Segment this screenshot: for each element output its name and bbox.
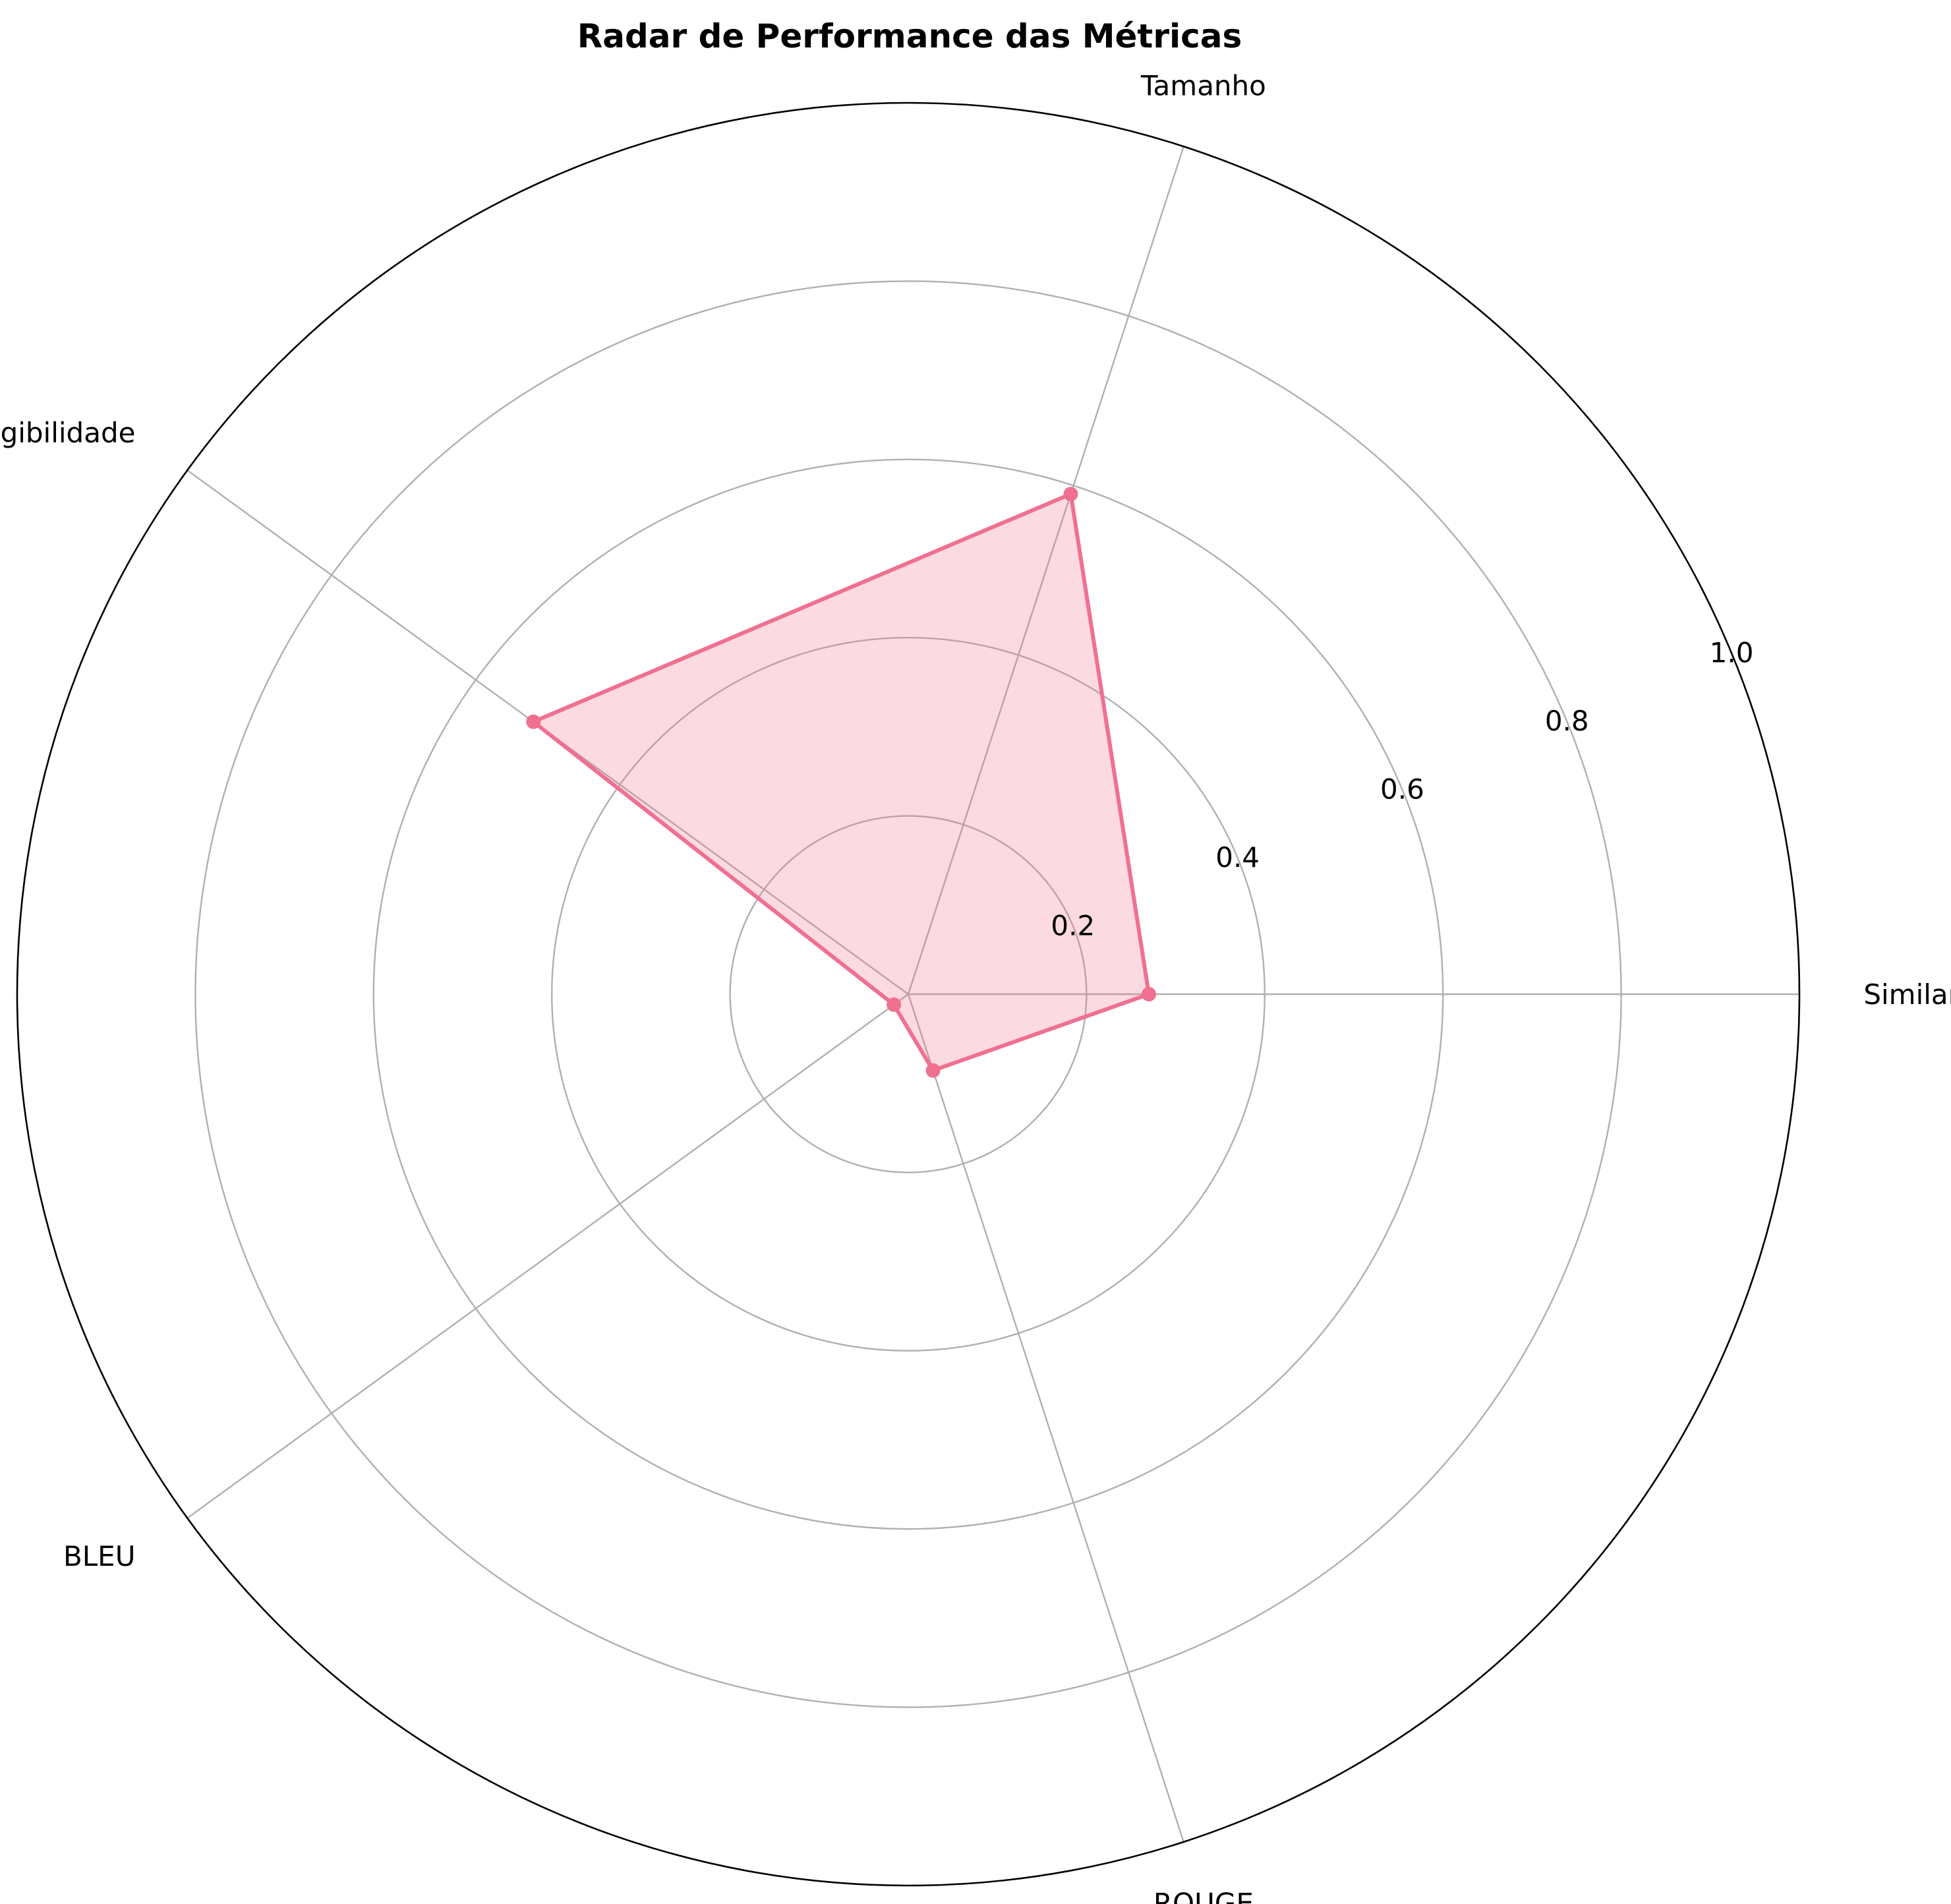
chart-title: Radar de Performance das Métricas — [577, 17, 1242, 55]
axis-label-layer: Similaridade Tamanho Legibilidade BLEU ROUGE — [0, 70, 1951, 1904]
data-point-1 — [1063, 487, 1078, 502]
axis-label-tamanho: Tamanho — [1140, 70, 1266, 102]
axis-spoke-3 — [187, 994, 909, 1519]
data-point-0 — [1142, 987, 1157, 1001]
polar-outline — [16, 102, 1801, 1887]
series-layer — [526, 487, 1157, 1078]
axis-label-legibilidade: Legibilidade — [0, 417, 135, 449]
data-point-3 — [887, 997, 902, 1012]
tick-label-layer: 0.2 0.4 0.6 0.8 1.0 — [1051, 637, 1753, 942]
data-point-2 — [526, 714, 541, 729]
radial-tick-label-3: 0.8 — [1545, 705, 1589, 737]
radial-tick-label-1: 0.4 — [1215, 841, 1260, 874]
outline-layer — [16, 102, 1801, 1887]
radial-tick-label-0: 0.2 — [1051, 910, 1095, 942]
axis-label-bleu: BLEU — [63, 1540, 136, 1572]
axis-spoke-1 — [907, 146, 1184, 995]
series-area-0 — [533, 494, 1149, 1071]
data-point-4 — [925, 1063, 941, 1078]
radial-tick-label-2: 0.6 — [1380, 773, 1424, 806]
radial-tick-label-4: 1.0 — [1710, 637, 1754, 669]
axis-spoke-4 — [907, 994, 1184, 1843]
series-line-0 — [531, 492, 1151, 1073]
axis-label-rouge: ROUGE — [1153, 1887, 1254, 1904]
axis-label-similaridade: Similaridade — [1863, 978, 1951, 1011]
